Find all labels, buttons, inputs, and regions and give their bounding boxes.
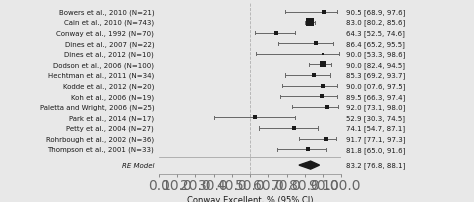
Text: Park et al., 2014 (N=17): Park et al., 2014 (N=17) bbox=[69, 115, 154, 121]
Text: 52.9 [30.3, 74.5]: 52.9 [30.3, 74.5] bbox=[346, 115, 405, 121]
Text: 83.2 [76.8, 88.1]: 83.2 [76.8, 88.1] bbox=[346, 162, 405, 169]
Text: Kodde et al., 2012 (N=20): Kodde et al., 2012 (N=20) bbox=[63, 83, 154, 89]
Text: 90.0 [07.6, 97.5]: 90.0 [07.6, 97.5] bbox=[346, 83, 405, 90]
Text: 89.5 [66.3, 97.4]: 89.5 [66.3, 97.4] bbox=[346, 94, 405, 100]
Text: Dodson et al., 2006 (N=100): Dodson et al., 2006 (N=100) bbox=[53, 62, 154, 68]
Text: Koh et al., 2006 (N=19): Koh et al., 2006 (N=19) bbox=[71, 94, 154, 100]
Text: 64.3 [52.5, 74.6]: 64.3 [52.5, 74.6] bbox=[346, 30, 405, 37]
Text: 90.0 [82.4, 94.5]: 90.0 [82.4, 94.5] bbox=[346, 62, 405, 68]
Polygon shape bbox=[299, 161, 319, 169]
Text: 90.0 [53.3, 98.6]: 90.0 [53.3, 98.6] bbox=[346, 51, 405, 58]
Text: Rohrbough et al., 2002 (N=36): Rohrbough et al., 2002 (N=36) bbox=[46, 136, 154, 142]
Text: 92.0 [73.1, 98.0]: 92.0 [73.1, 98.0] bbox=[346, 104, 405, 111]
Text: 74.1 [54.7, 87.1]: 74.1 [54.7, 87.1] bbox=[346, 125, 405, 132]
Text: 86.4 [65.2, 95.5]: 86.4 [65.2, 95.5] bbox=[346, 41, 405, 47]
Text: Cain et al., 2010 (N=743): Cain et al., 2010 (N=743) bbox=[64, 20, 154, 26]
Text: Hechtman et al., 2011 (N=34): Hechtman et al., 2011 (N=34) bbox=[48, 73, 154, 79]
Text: Bowers et al., 2010 (N=21): Bowers et al., 2010 (N=21) bbox=[59, 9, 154, 16]
X-axis label: Conway Excellent, % (95% CI): Conway Excellent, % (95% CI) bbox=[187, 195, 313, 202]
Text: 83.0 [80.2, 85.6]: 83.0 [80.2, 85.6] bbox=[346, 20, 405, 26]
Text: 85.3 [69.2, 93.7]: 85.3 [69.2, 93.7] bbox=[346, 72, 405, 79]
Text: 90.5 [68.9, 97.6]: 90.5 [68.9, 97.6] bbox=[346, 9, 405, 16]
Text: RE Model: RE Model bbox=[122, 162, 154, 168]
Text: Paletta and Wright, 2006 (N=25): Paletta and Wright, 2006 (N=25) bbox=[40, 104, 154, 110]
Text: Conway et al., 1992 (N=70): Conway et al., 1992 (N=70) bbox=[56, 30, 154, 37]
Text: 91.7 [77.1, 97.3]: 91.7 [77.1, 97.3] bbox=[346, 136, 405, 142]
Text: Petty et al., 2004 (N=27): Petty et al., 2004 (N=27) bbox=[66, 125, 154, 132]
Text: 81.8 [65.0, 91.6]: 81.8 [65.0, 91.6] bbox=[346, 146, 405, 153]
Text: Dines et al., 2007 (N=22): Dines et al., 2007 (N=22) bbox=[64, 41, 154, 47]
Text: Dines et al., 2012 (N=10): Dines et al., 2012 (N=10) bbox=[64, 51, 154, 58]
Text: Thompson et al., 2001 (N=33): Thompson et al., 2001 (N=33) bbox=[47, 146, 154, 153]
